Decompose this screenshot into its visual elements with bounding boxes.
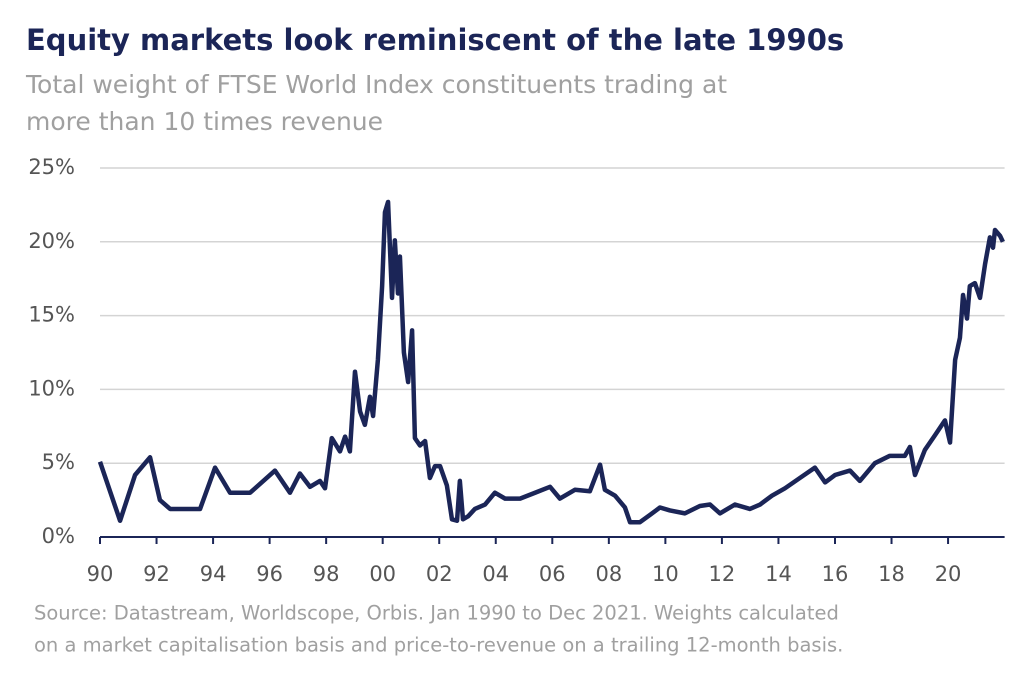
x-tick-label: 00 xyxy=(369,562,396,586)
y-tick-label: 20% xyxy=(28,229,75,253)
x-tick-label: 90 xyxy=(87,562,114,586)
x-tick-label: 96 xyxy=(256,562,283,586)
x-tick-label: 14 xyxy=(765,562,792,586)
x-tick-label: 04 xyxy=(482,562,509,586)
data-line xyxy=(97,199,1005,525)
y-tick-label: 10% xyxy=(28,376,75,400)
x-tick-label: 08 xyxy=(595,562,622,586)
x-tick-label: 02 xyxy=(426,562,453,586)
x-tick-label: 10 xyxy=(652,562,679,586)
y-tick-label: 0% xyxy=(42,524,75,548)
x-tick-label: 92 xyxy=(143,562,170,586)
x-tick-label: 18 xyxy=(878,562,905,586)
x-tick-label: 06 xyxy=(539,562,566,586)
x-tick-label: 94 xyxy=(200,562,227,586)
chart-subtitle: Total weight of FTSE World Index constit… xyxy=(25,70,727,99)
x-tick-label: 16 xyxy=(822,562,849,586)
y-tick-label: 5% xyxy=(42,450,75,474)
source-note: on a market capitalisation basis and pri… xyxy=(34,634,843,657)
x-tick-label: 98 xyxy=(313,562,340,586)
chart-subtitle: more than 10 times revenue xyxy=(26,107,383,136)
y-tick-label: 25% xyxy=(28,155,75,179)
x-tick-label: 12 xyxy=(709,562,736,586)
y-tick-label: 15% xyxy=(28,303,75,327)
x-tick-label: 20 xyxy=(935,562,962,586)
chart-title: Equity markets look reminiscent of the l… xyxy=(26,23,844,57)
source-note: Source: Datastream, Worldscope, Orbis. J… xyxy=(34,602,839,625)
